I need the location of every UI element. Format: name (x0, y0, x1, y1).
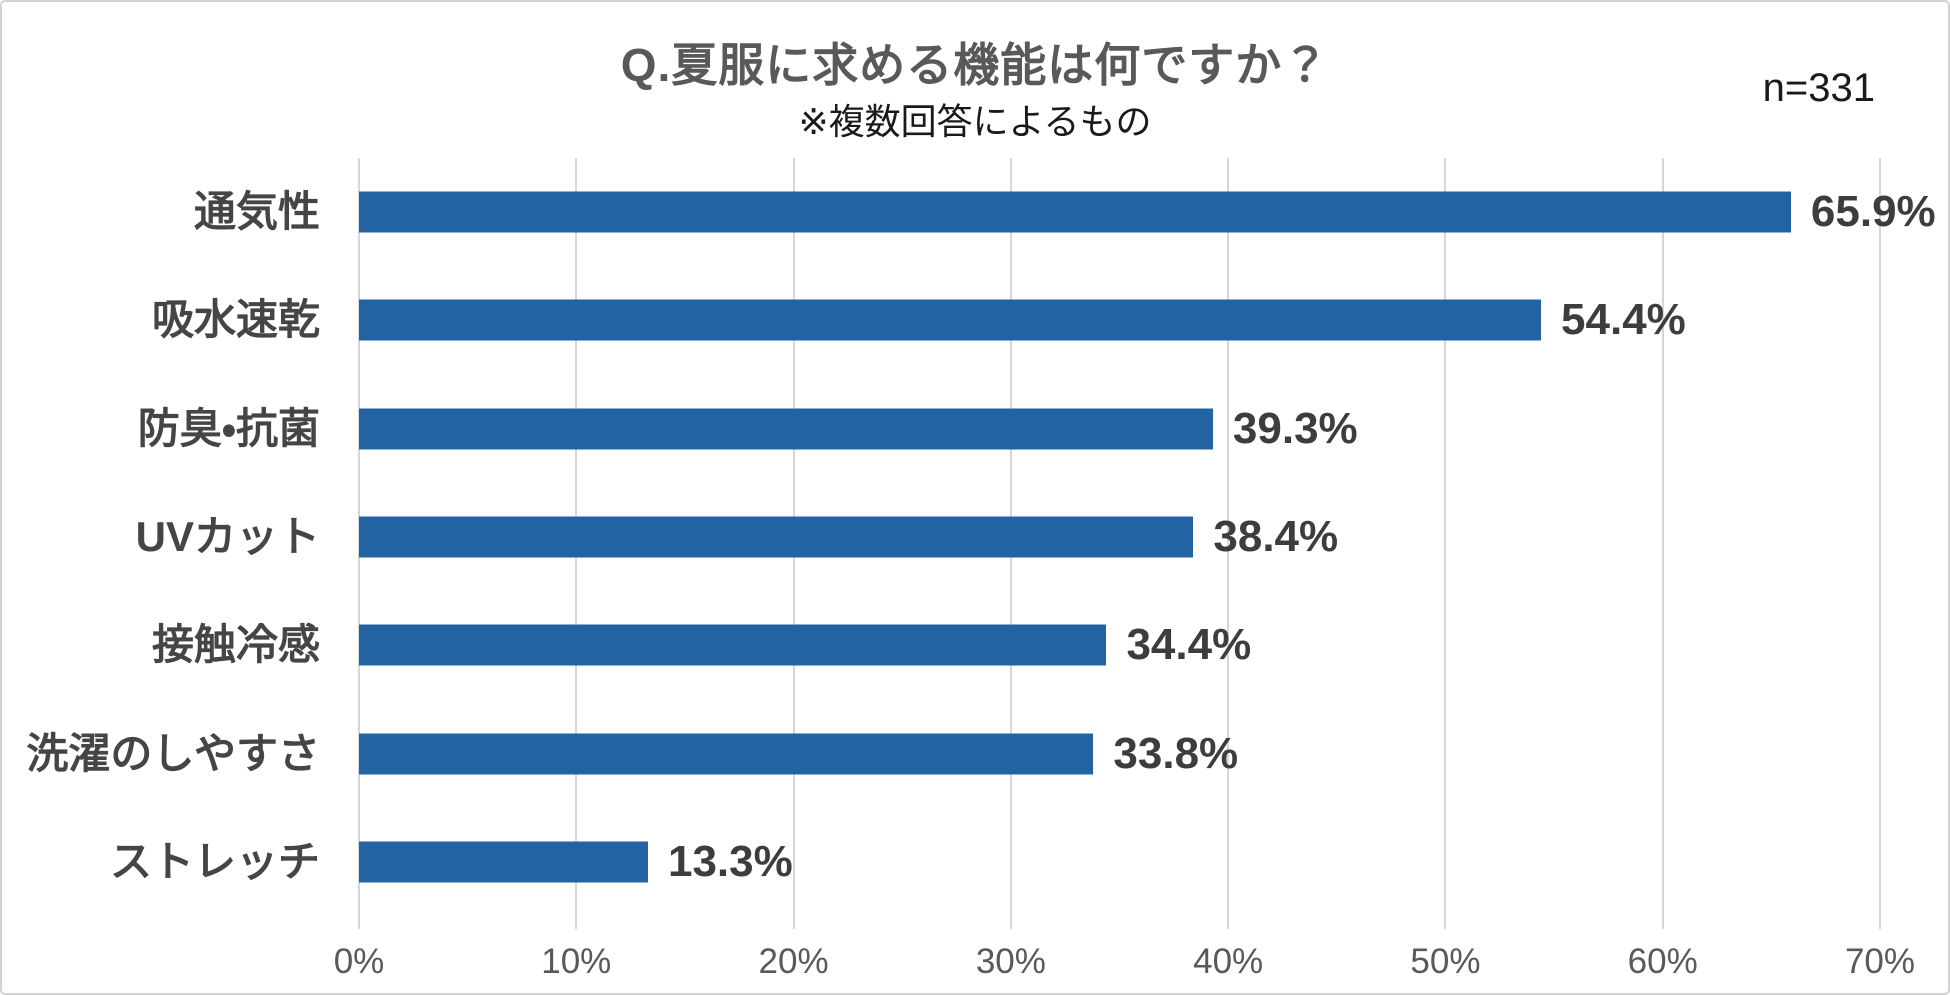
gridline-70% (1879, 158, 1881, 929)
x-tick-label: 40% (1193, 942, 1264, 981)
bar (359, 733, 1094, 775)
bar-row: 通気性 65.9% (2, 158, 1948, 266)
bar (359, 191, 1791, 233)
chart-subtitle: ※複数回答によるもの (798, 101, 1152, 142)
value-label: 33.8% (1113, 728, 1239, 778)
gridline-60% (1661, 158, 1664, 929)
category-label: ストレッチ (109, 837, 320, 885)
value-label: 13.3% (667, 836, 793, 886)
bar (359, 624, 1107, 666)
value-label: 38.4% (1213, 511, 1339, 561)
bar-row: 吸水速乾 54.4% (2, 266, 1948, 374)
value-label: 65.9% (1810, 186, 1936, 236)
x-tick-label: 50% (1410, 942, 1481, 981)
x-tick-label: 20% (758, 942, 829, 981)
bar (359, 299, 1542, 341)
bar (359, 516, 1194, 558)
category-label: UVカット (135, 512, 320, 560)
bar (359, 841, 648, 883)
bar (359, 408, 1213, 450)
bar-row: 洗濯のしやすさ 33.8% (2, 699, 1948, 807)
sample-size-note: n=331 (1762, 66, 1875, 110)
x-tick-label: 0% (333, 942, 385, 981)
category-label: 通気性 (193, 188, 320, 236)
gridline-40% (1227, 158, 1230, 929)
bar-row: UVカット 38.4% (2, 483, 1948, 591)
x-tick-label: 60% (1627, 942, 1698, 981)
category-label: 洗濯のしやすさ (26, 729, 320, 777)
value-label: 39.3% (1232, 403, 1358, 453)
chart-title: Q.夏服に求める機能は何ですか？ (620, 39, 1330, 91)
value-label: 54.4% (1561, 295, 1686, 345)
category-label: 接触冷感 (151, 621, 320, 669)
gridline-50% (1444, 158, 1447, 929)
category-label: 防臭・抗菌 (137, 404, 320, 452)
x-tick-label: 30% (975, 942, 1046, 981)
value-label: 34.4% (1126, 620, 1252, 670)
bar-row: ストレッチ 13.3% (2, 808, 1948, 916)
bar-row: 防臭・抗菌 39.3% (2, 375, 1948, 483)
bar-row: 接触冷感 34.4% (2, 591, 1948, 699)
category-label: 吸水速乾 (151, 296, 320, 344)
x-tick-label: 10% (541, 942, 612, 981)
x-tick-label: 70% (1844, 942, 1916, 981)
